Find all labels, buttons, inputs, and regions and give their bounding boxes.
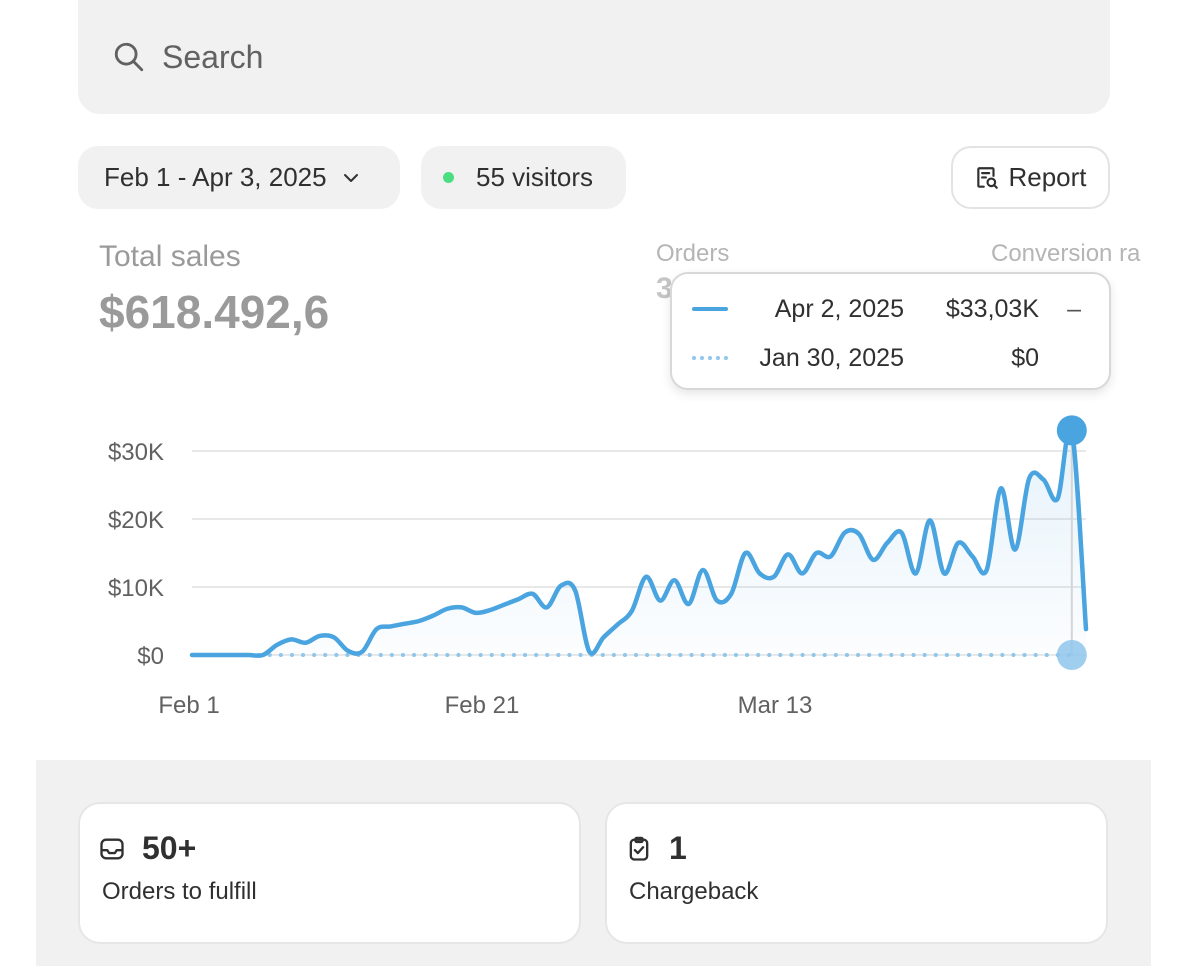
x-tick-label: Feb 1 <box>158 692 219 719</box>
search-icon <box>114 42 144 72</box>
date-range-label: Feb 1 - Apr 3, 2025 <box>104 162 327 192</box>
tooltip-value: $0 <box>1011 343 1039 372</box>
report-button[interactable]: Report <box>951 146 1110 209</box>
chargeback-count: 1 <box>669 830 687 866</box>
y-tick-label: $30K <box>108 439 164 466</box>
tooltip-row-comparison: Jan 30, 2025 $0 <box>672 338 1109 378</box>
chargeback-card[interactable]: 1 Chargeback <box>605 802 1108 944</box>
orders-label[interactable]: Orders <box>656 240 730 267</box>
report-icon <box>977 166 999 189</box>
total-sales-label: Total sales <box>99 240 241 273</box>
series-area-current <box>192 426 1086 656</box>
solid-line-legend-icon <box>692 307 728 311</box>
search-input[interactable] <box>162 38 862 76</box>
x-tick-label: Feb 21 <box>445 692 520 719</box>
visitors-pill[interactable]: 55 visitors <box>421 146 626 209</box>
tooltip-trend: – <box>1067 294 1081 323</box>
report-label: Report <box>1008 162 1087 192</box>
tooltip-date: Jan 30, 2025 <box>759 343 904 372</box>
summary-panel: 50+ Orders to fulfill 1 Chargeback <box>36 760 1151 966</box>
hover-point-comparison <box>1056 640 1087 670</box>
dotted-line-legend-icon <box>692 356 728 360</box>
clipboard-check-icon <box>629 836 649 861</box>
inbox-icon <box>100 838 124 859</box>
orders-value: 3 <box>656 272 673 305</box>
orders-to-fulfill-card[interactable]: 50+ Orders to fulfill <box>78 802 581 944</box>
orders-to-fulfill-count: 50+ <box>142 830 197 866</box>
total-sales-value: $618.492,6 <box>99 286 330 338</box>
chargeback-label: Chargeback <box>629 878 759 905</box>
y-tick-label: $0 <box>137 643 164 670</box>
search-bar[interactable] <box>78 0 1110 114</box>
chart-tooltip: Apr 2, 2025 $33,03K – Jan 30, 2025 $0 <box>670 272 1111 390</box>
tooltip-row-current: Apr 2, 2025 $33,03K – <box>672 289 1109 329</box>
x-tick-label: Mar 13 <box>738 692 813 719</box>
hover-point-current <box>1056 415 1087 446</box>
tooltip-date: Apr 2, 2025 <box>774 294 904 323</box>
chevron-down-icon <box>343 173 358 182</box>
live-status-dot <box>443 172 454 183</box>
conversion-rate-label[interactable]: Conversion ra <box>991 240 1141 267</box>
y-tick-label: $20K <box>108 507 164 534</box>
date-range-picker[interactable]: Feb 1 - Apr 3, 2025 <box>78 146 400 209</box>
tooltip-value: $33,03K <box>945 294 1039 323</box>
orders-to-fulfill-label: Orders to fulfill <box>102 878 257 905</box>
series-line-current <box>189 424 1089 658</box>
visitors-label: 55 visitors <box>476 162 594 192</box>
y-tick-label: $10K <box>108 575 164 602</box>
sales-chart[interactable]: $0 $10K $20K $30K Feb 1 Feb 21 Mar 13 <box>0 400 1179 730</box>
